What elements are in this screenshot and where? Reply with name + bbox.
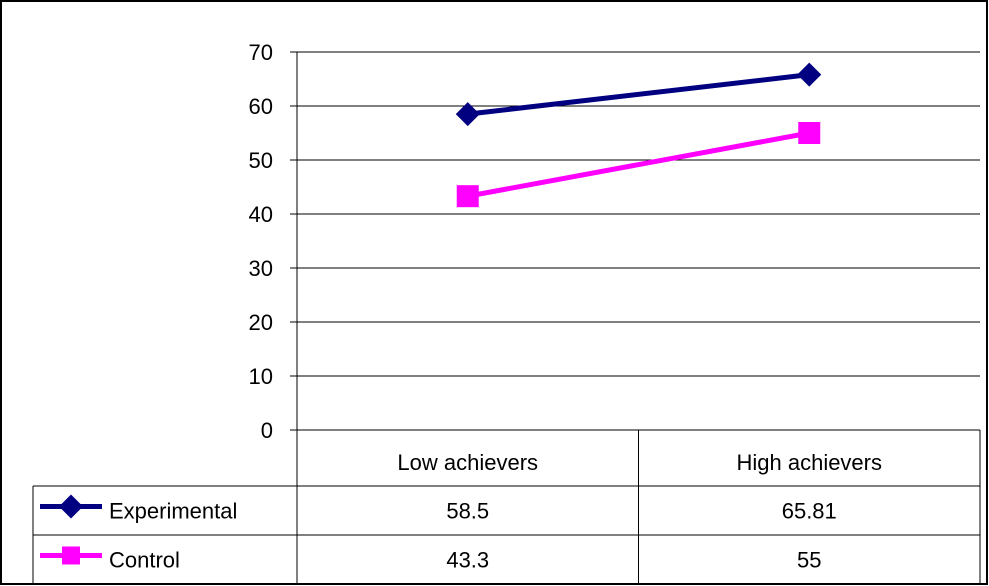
legend-series-name: Control [109, 548, 180, 573]
data-point-square [798, 122, 821, 144]
y-tick-label: 40 [249, 202, 273, 227]
series-line-control [467, 130, 810, 199]
legend-key-diamond-marker [59, 494, 83, 519]
gridlines [296, 51, 980, 430]
y-tick-label: 60 [249, 94, 273, 119]
y-tick-label: 0 [261, 418, 273, 443]
data-point-diamond [797, 62, 822, 87]
y-axis-tick-labels: 0 10 20 30 40 50 60 70 [249, 40, 297, 443]
y-tick-label: 50 [249, 148, 273, 173]
y-tick-label: 70 [249, 40, 273, 65]
table-cell-value: 65.81 [782, 499, 837, 524]
y-tick-label: 30 [249, 256, 273, 281]
x-category-label: High achievers [736, 450, 882, 475]
table-cell-value: 43.3 [446, 548, 489, 573]
x-category-label: Low achievers [397, 450, 538, 475]
y-tick-label: 20 [249, 310, 273, 335]
data-point-diamond [455, 102, 480, 127]
series-line-experimental [467, 72, 810, 117]
series-lines [455, 62, 822, 208]
data-point-square [456, 185, 479, 208]
legend-key-square-marker [62, 546, 80, 565]
data-table: Low achievers High achievers Experimental 5… [32, 429, 981, 585]
table-cell-value: 55 [797, 548, 821, 573]
table-cell-value: 58.5 [446, 499, 489, 524]
y-tick-label: 10 [249, 364, 273, 389]
legend-series-name: Experimental [109, 499, 237, 524]
